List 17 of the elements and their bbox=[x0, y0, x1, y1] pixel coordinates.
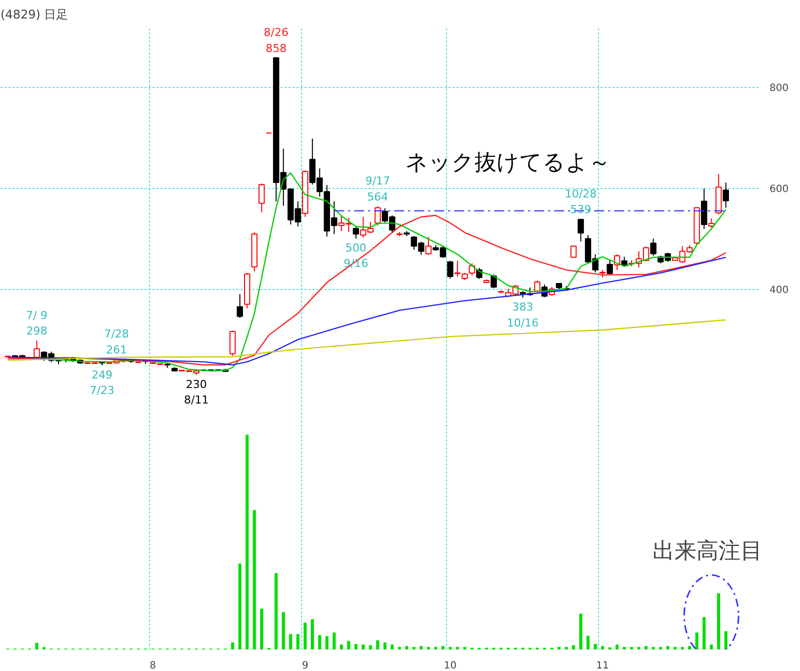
y-tick-label: 600 bbox=[770, 184, 789, 196]
annotation: 383 10/16 bbox=[506, 300, 539, 330]
annotation: 9/17 564 bbox=[365, 174, 390, 204]
annotation: 7/ 9 298 bbox=[26, 309, 48, 338]
x-tick-label: 9 bbox=[302, 660, 308, 671]
chart-title: (4829) 日足 bbox=[0, 8, 68, 22]
annotation: 249 7/23 bbox=[90, 368, 114, 397]
annotation: 出来高注目 bbox=[652, 539, 763, 564]
y-tick-label: 800 bbox=[770, 83, 789, 94]
x-tick-label: 10 bbox=[444, 660, 457, 671]
annotation: ネック抜けてるよ～ bbox=[406, 150, 610, 176]
x-tick-label: 11 bbox=[596, 660, 609, 671]
annotation: 230 8/11 bbox=[184, 378, 209, 407]
y-tick-label: 400 bbox=[770, 285, 789, 296]
x-tick-label: 8 bbox=[150, 660, 156, 671]
annotation: 8/26 858 bbox=[264, 26, 288, 55]
annotation: 7/28 261 bbox=[104, 328, 129, 356]
